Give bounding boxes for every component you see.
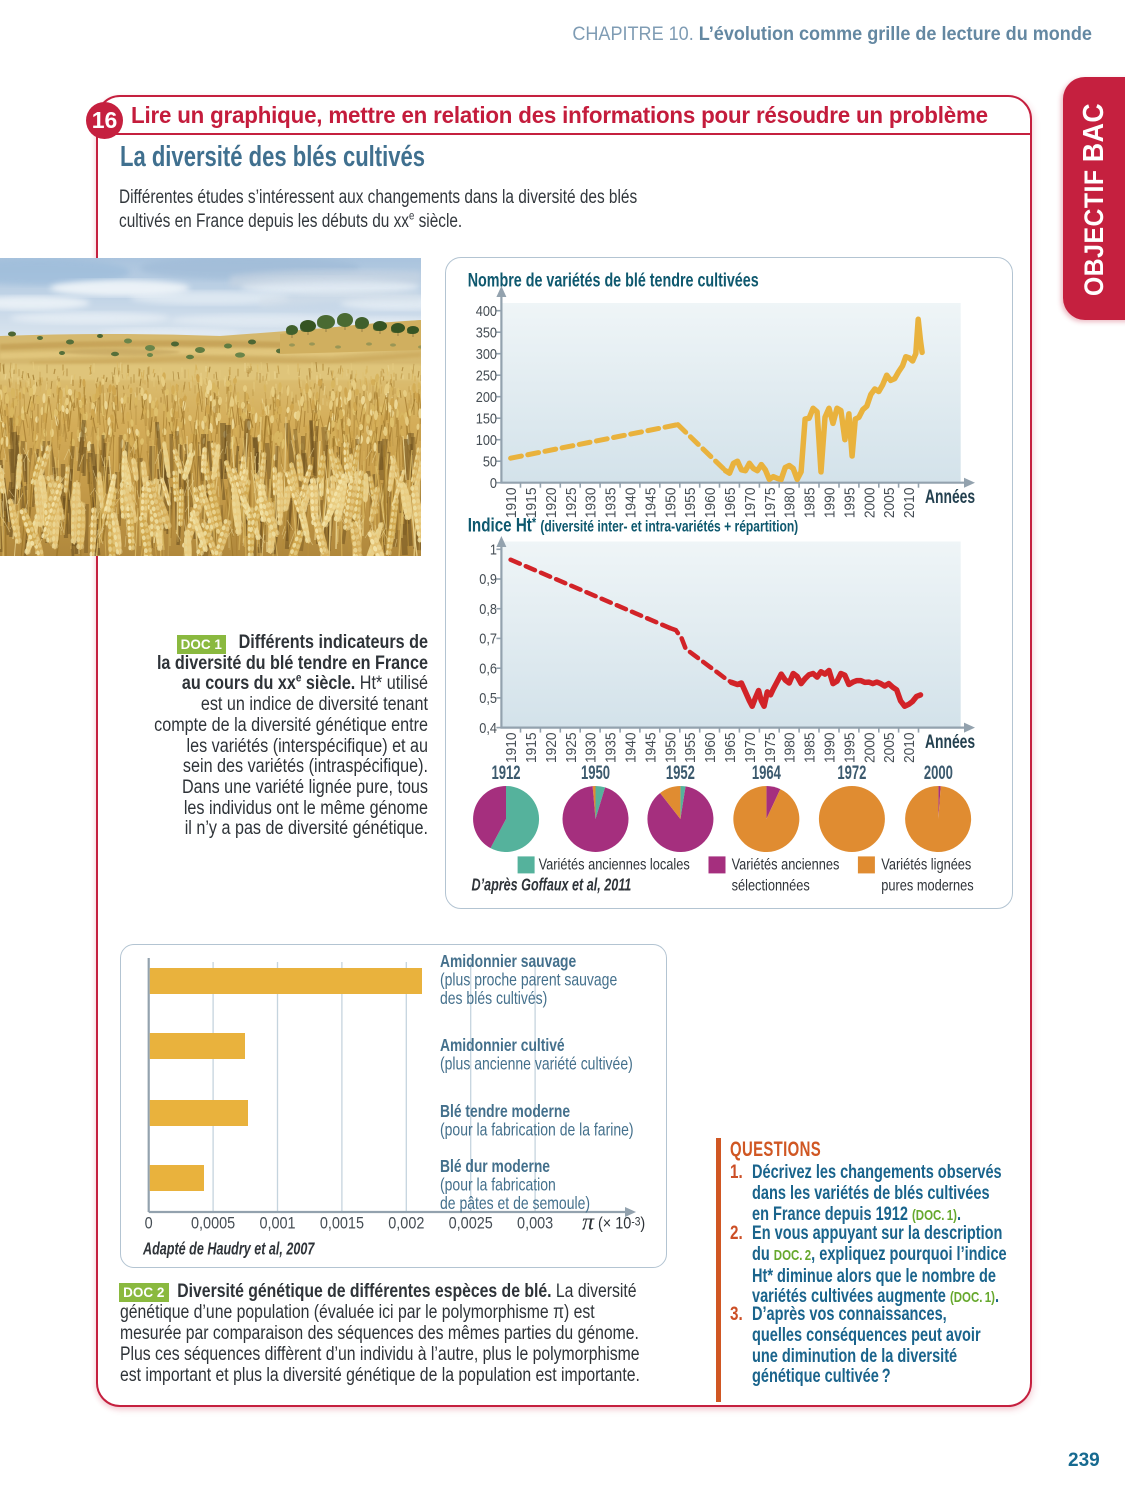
svg-text:2000: 2000 [861,487,877,518]
svg-text:1935: 1935 [602,732,618,763]
svg-text:1970: 1970 [742,732,758,763]
svg-text:250: 250 [476,366,497,383]
svg-text:1930: 1930 [582,487,598,518]
svg-text:1950: 1950 [662,487,678,518]
svg-text:1985: 1985 [801,732,817,763]
svg-text:1950: 1950 [662,732,678,763]
svg-text:1985: 1985 [801,487,817,518]
svg-text:(plus proche parent sauvage: (plus proche parent sauvage [440,971,617,990]
svg-text:Variétés anciennes locales: Variétés anciennes locales [539,856,690,874]
svg-text:50: 50 [483,452,497,469]
svg-text:1975: 1975 [761,732,777,763]
svg-text:1910: 1910 [503,732,519,763]
svg-text:(pour la fabrication: (pour la fabrication [440,1176,556,1195]
svg-text:sélectionnées: sélectionnées [732,877,810,895]
svg-text:1990: 1990 [821,732,837,763]
svg-text:0,0005: 0,0005 [191,1215,235,1233]
svg-text:0,002: 0,002 [388,1215,424,1233]
svg-text:0,7: 0,7 [479,630,497,647]
svg-text:Adapté de Haudry et al, 2007: Adapté de Haudry et al, 2007 [142,1239,315,1259]
svg-text:1925: 1925 [562,732,578,763]
svg-text:1964: 1964 [752,761,782,783]
svg-text:1965: 1965 [722,732,738,763]
svg-text:de pâtes et de semoule): de pâtes et de semoule) [440,1195,590,1214]
svg-text:Blé tendre moderne: Blé tendre moderne [440,1101,570,1121]
svg-text:Blé dur moderne: Blé dur moderne [440,1156,550,1176]
svg-text:0,0015: 0,0015 [320,1215,364,1233]
svg-text:1955: 1955 [682,487,698,518]
svg-text:1990: 1990 [821,487,837,518]
svg-text:2005: 2005 [881,487,897,518]
svg-text:Indice Ht* (diversité inter- e: Indice Ht* (diversité inter- et intra-va… [468,514,799,536]
svg-text:des blés cultivés): des blés cultivés) [440,989,547,1008]
svg-text:1955: 1955 [682,732,698,763]
svg-text:1952: 1952 [666,761,695,783]
svg-text:1915: 1915 [523,487,539,518]
svg-text:2005: 2005 [881,732,897,763]
svg-text:1960: 1960 [702,732,718,763]
svg-text:1910: 1910 [503,487,519,518]
svg-text:150: 150 [476,409,497,426]
svg-text:0,6: 0,6 [479,659,497,676]
svg-text:1975: 1975 [761,487,777,518]
svg-text:1940: 1940 [622,732,638,763]
svg-text:1980: 1980 [781,487,797,518]
svg-text:π: π [582,1210,595,1236]
svg-text:D’après Goffaux et al, 2011: D’après Goffaux et al, 2011 [472,876,632,896]
svg-text:Années: Années [925,486,975,508]
svg-text:Nombre de variétés de blé tend: Nombre de variétés de blé tendre cultivé… [468,269,759,291]
svg-text:2000: 2000 [861,732,877,763]
svg-text:1965: 1965 [722,487,738,518]
svg-text:(plus ancienne variété cultivé: (plus ancienne variété cultivée) [440,1055,633,1074]
svg-text:Amidonnier cultivé: Amidonnier cultivé [440,1035,565,1055]
svg-text:0,001: 0,001 [259,1215,295,1233]
svg-text:Variétés anciennes: Variétés anciennes [732,856,840,874]
svg-text:0: 0 [490,474,497,491]
svg-text:1970: 1970 [742,487,758,518]
svg-text:1980: 1980 [781,732,797,763]
svg-text:0,4: 0,4 [479,719,497,736]
svg-text:1945: 1945 [642,487,658,518]
svg-text:200: 200 [476,388,497,405]
svg-text:0,5: 0,5 [479,689,497,706]
svg-text:400: 400 [476,302,497,319]
svg-text:0,8: 0,8 [479,600,497,617]
svg-text:1925: 1925 [562,487,578,518]
svg-text:1920: 1920 [543,732,559,763]
svg-text:1950: 1950 [581,761,610,783]
svg-text:1935: 1935 [602,487,618,518]
svg-text:1995: 1995 [841,732,857,763]
svg-text:1995: 1995 [841,487,857,518]
svg-text:1912: 1912 [491,761,520,783]
svg-text:0,9: 0,9 [479,570,497,587]
svg-text:1940: 1940 [622,487,638,518]
svg-text:1920: 1920 [543,487,559,518]
svg-text:100: 100 [476,431,497,448]
svg-text:1960: 1960 [702,487,718,518]
svg-text:1972: 1972 [837,761,866,783]
svg-text:2010: 2010 [901,487,917,518]
svg-text:(× 10-3): (× 10-3) [598,1215,645,1233]
svg-text:1: 1 [490,540,497,557]
svg-text:1945: 1945 [642,732,658,763]
svg-text:0: 0 [145,1215,153,1233]
svg-text:2000: 2000 [924,761,953,783]
svg-text:(pour la fabrication de la far: (pour la fabrication de la farine) [440,1121,634,1140]
svg-text:350: 350 [476,323,497,340]
svg-text:1915: 1915 [523,732,539,763]
svg-text:Variétés lignées: Variétés lignées [881,856,971,874]
svg-text:0,0025: 0,0025 [449,1215,493,1233]
svg-text:0,003: 0,003 [517,1215,553,1233]
svg-text:2010: 2010 [901,732,917,763]
svg-text:1930: 1930 [582,732,598,763]
svg-text:300: 300 [476,345,497,362]
svg-text:pures modernes: pures modernes [881,877,973,895]
svg-text:Amidonnier sauvage: Amidonnier sauvage [440,951,576,971]
svg-text:Années: Années [925,731,975,753]
